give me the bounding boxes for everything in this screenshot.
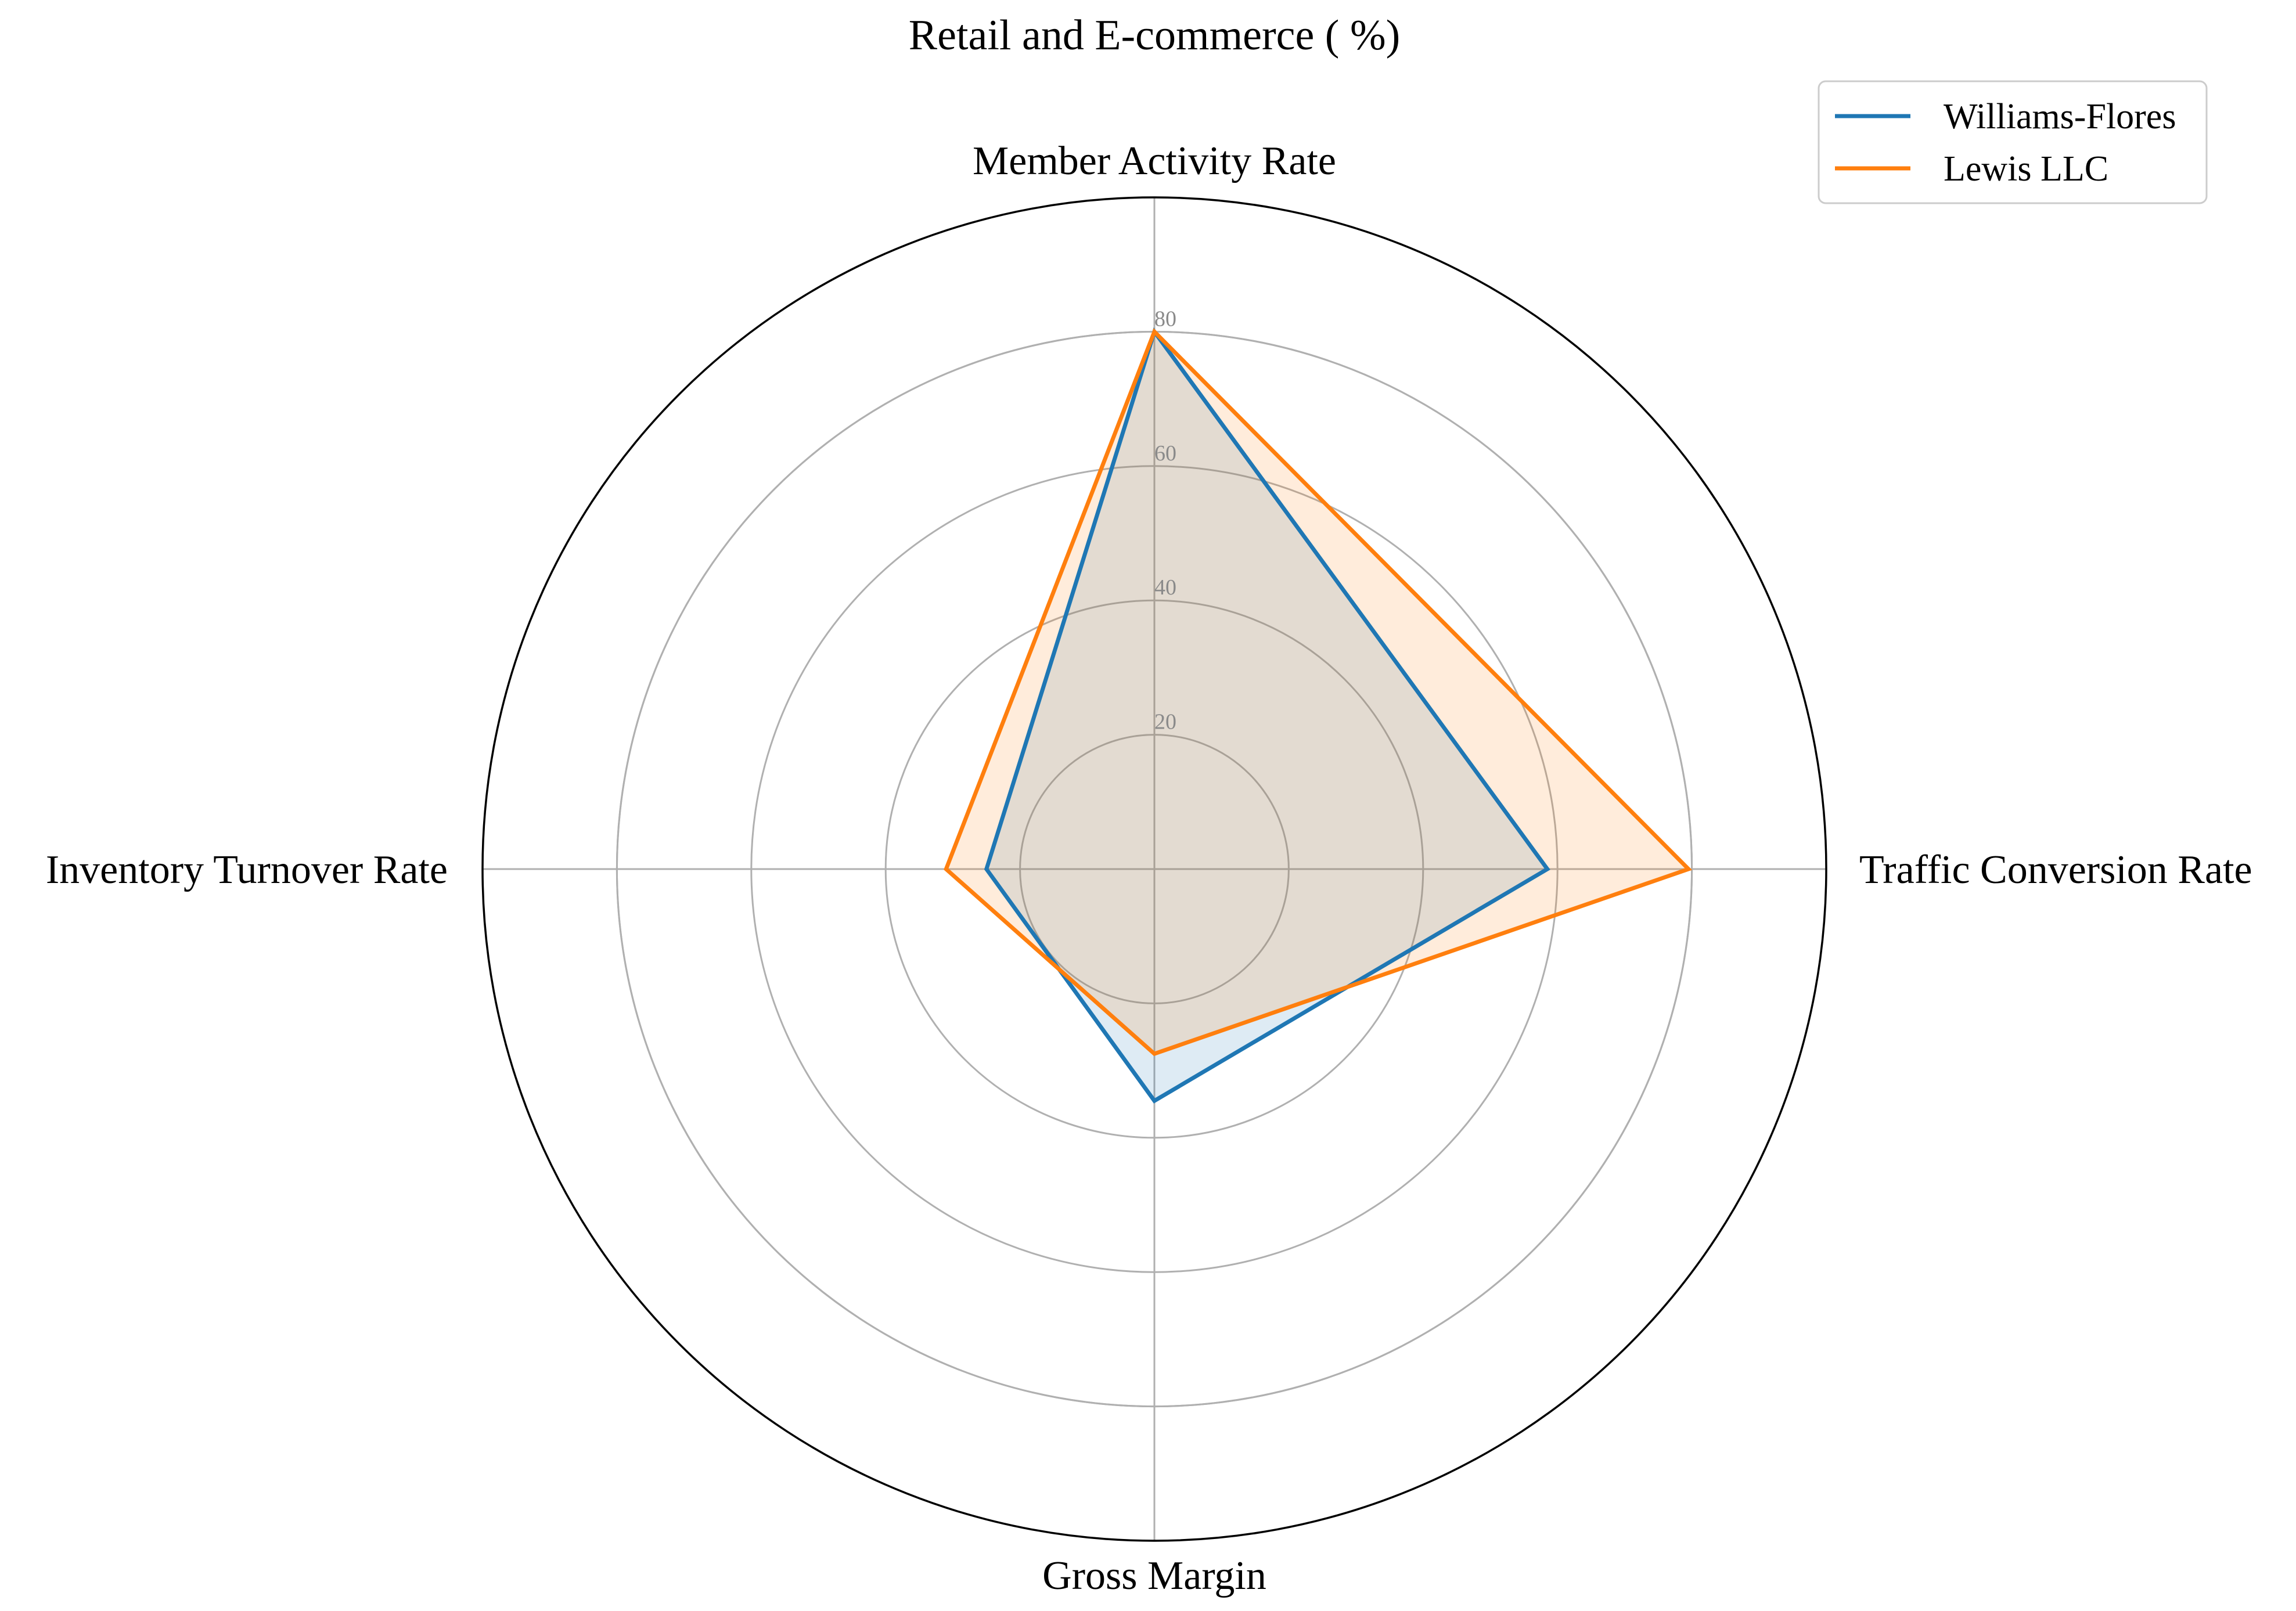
series-layer	[944, 327, 1693, 1104]
axis-label: Gross Margin	[1042, 1554, 1266, 1598]
axis-label: Inventory Turnover Rate	[46, 848, 448, 892]
radial-tick-label: 80	[1154, 307, 1176, 331]
axis-labels: Member Activity Rate Traffic Conversion R…	[46, 139, 2252, 1598]
outer-frame	[481, 196, 1827, 1542]
series-area-0	[986, 331, 1548, 1101]
axis-label: Member Activity Rate	[973, 139, 1336, 183]
legend-box	[1818, 80, 2208, 204]
chart-title: Retail and E-commerce ( %)	[909, 12, 1400, 59]
legend: Williams-Flores Lewis LLC	[1818, 80, 2208, 204]
legend-label: Williams-Flores	[1944, 97, 2176, 136]
legend-label: Lewis LLC	[1944, 149, 2108, 189]
axis-label: Traffic Conversion Rate	[1859, 848, 2252, 892]
series-line-0	[984, 327, 1550, 1104]
series-line-1	[944, 328, 1693, 1057]
radial-tick-label: 60	[1154, 441, 1176, 466]
radial-ticks: 20 40 60 80	[1154, 307, 1176, 734]
radial-tick-label: 40	[1154, 575, 1176, 600]
series-area-1	[946, 331, 1689, 1054]
radial-tick-label: 20	[1154, 710, 1176, 734]
